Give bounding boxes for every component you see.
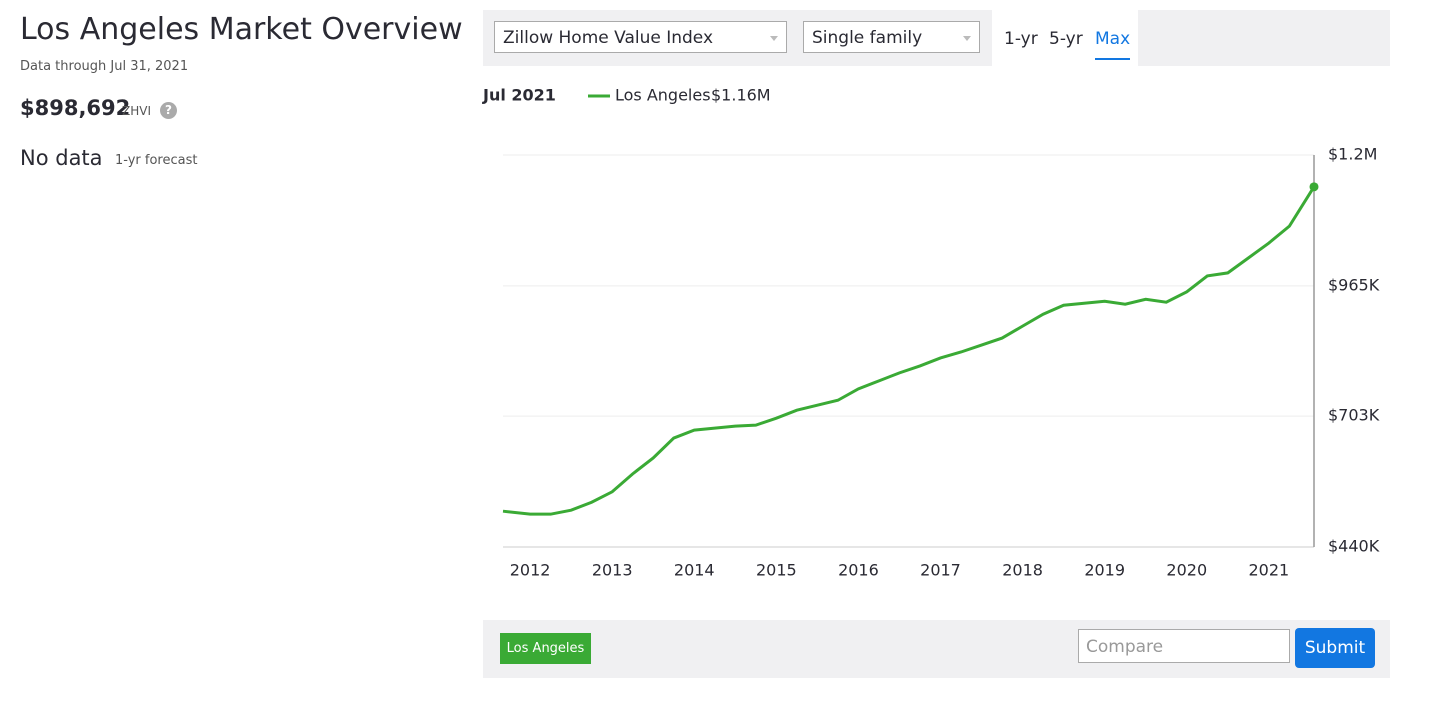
x-tick-label: 2015 [756, 561, 797, 580]
zhvi-value: $898,692 [20, 96, 131, 120]
compare-input[interactable]: Compare [1078, 629, 1290, 663]
x-tick-label: 2012 [510, 561, 551, 580]
x-tick-label: 2016 [838, 561, 879, 580]
zhvi-label: ZHVI [122, 104, 151, 118]
y-tick-label: $1.2M [1328, 145, 1377, 164]
y-tick-label: $703K [1328, 406, 1380, 425]
data-line [502, 186, 1316, 516]
end-point [1309, 182, 1319, 192]
x-tick-label: 2017 [920, 561, 961, 580]
y-tick-label: $440K [1328, 537, 1380, 556]
index-select[interactable]: Zillow Home Value Index [494, 21, 787, 53]
x-tick-label: 2014 [674, 561, 715, 580]
subtitle: Data through Jul 31, 2021 [20, 59, 189, 74]
range-button[interactable]: 5-yr [1049, 29, 1083, 49]
x-tick-label: 2013 [592, 561, 633, 580]
x-tick-label: 2018 [1002, 561, 1043, 580]
page-title: Los Angeles Market Overview [20, 12, 463, 47]
legend-value: $1.16M [711, 86, 771, 105]
y-tick-label: $965K [1328, 275, 1380, 294]
legend-name: Los Angeles [615, 86, 711, 105]
range-group [992, 10, 1138, 66]
help-icon[interactable]: ? [160, 102, 177, 119]
x-tick-label: 2019 [1084, 561, 1125, 580]
range-button[interactable]: 1-yr [1004, 29, 1038, 49]
type-select[interactable]: Single family [803, 21, 980, 53]
x-tick-label: 2021 [1248, 561, 1289, 580]
legend-date: Jul 2021 [482, 86, 556, 105]
submit-button[interactable]: Submit [1295, 628, 1375, 668]
x-tick-label: 2020 [1166, 561, 1207, 580]
forecast-label: 1-yr forecast [115, 153, 198, 168]
range-button[interactable]: Max [1095, 29, 1131, 60]
forecast-value: No data [20, 146, 103, 170]
region-chip[interactable]: Los Angeles [500, 633, 591, 664]
